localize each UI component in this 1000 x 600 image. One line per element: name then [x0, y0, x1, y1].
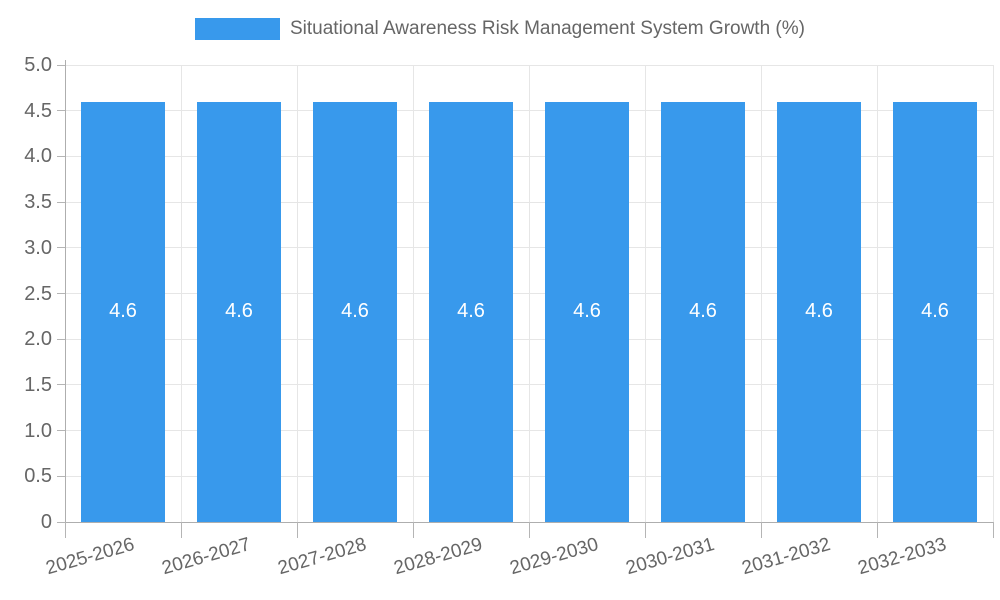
- y-axis-tick: [57, 521, 65, 523]
- x-axis-tick: [64, 522, 66, 538]
- x-gridline: [760, 65, 762, 522]
- bar-value-label: 4.6: [109, 300, 137, 323]
- bar[interactable]: 4.6: [545, 101, 629, 522]
- y-axis-tick: [57, 201, 65, 203]
- bar-value-label: 4.6: [457, 300, 485, 323]
- bar[interactable]: 4.6: [197, 101, 281, 522]
- y-axis-tick: [57, 247, 65, 249]
- y-axis-tick-label: 3.0: [24, 236, 52, 259]
- x-axis-tick: [992, 522, 994, 538]
- legend-label[interactable]: Situational Awareness Risk Management Sy…: [290, 18, 805, 39]
- y-axis-tick: [57, 293, 65, 294]
- x-axis-tick: [296, 522, 298, 538]
- bar[interactable]: 4.6: [893, 101, 977, 522]
- y-axis-tick-label: 4.0: [24, 145, 52, 168]
- bar[interactable]: 4.6: [429, 101, 513, 522]
- bar[interactable]: 4.6: [777, 101, 861, 522]
- x-axis-tick: [412, 522, 414, 538]
- y-axis-tick: [57, 384, 65, 386]
- y-axis-tick: [57, 155, 65, 157]
- bar[interactable]: 4.6: [661, 101, 745, 522]
- y-axis-tick-label: 2.0: [24, 328, 52, 351]
- bar-value-label: 4.6: [921, 300, 949, 323]
- y-axis-tick-label: 1.0: [24, 419, 52, 442]
- bar-value-label: 4.6: [573, 300, 601, 323]
- x-gridline: [180, 65, 182, 522]
- y-axis-tick-label: 1.5: [24, 373, 52, 396]
- y-axis-tick-label: 2.5: [24, 282, 52, 305]
- y-axis-tick-label: 5.0: [24, 54, 52, 76]
- y-axis-tick: [57, 338, 65, 340]
- chart-legend: Situational Awareness Risk Management Sy…: [0, 18, 1000, 40]
- x-axis-tick: [528, 522, 530, 538]
- y-axis-tick-label: 4.5: [24, 99, 52, 122]
- y-axis-tick: [57, 110, 65, 112]
- bar-value-label: 4.6: [225, 300, 253, 323]
- y-axis-tick: [57, 64, 65, 66]
- x-axis-tick: [760, 522, 762, 538]
- x-gridline: [296, 65, 298, 522]
- bar[interactable]: 4.6: [313, 101, 397, 522]
- bar-value-label: 4.6: [805, 300, 833, 323]
- bar[interactable]: 4.6: [81, 101, 165, 522]
- x-gridline: [64, 60, 66, 522]
- legend-swatch[interactable]: [195, 18, 280, 40]
- x-gridline: [412, 65, 414, 522]
- y-axis-tick-label: 3.5: [24, 191, 52, 214]
- y-axis-tick: [57, 475, 65, 477]
- bar-value-label: 4.6: [341, 300, 369, 323]
- x-axis-tick: [644, 522, 646, 538]
- bar-value-label: 4.6: [689, 300, 717, 323]
- x-gridline: [528, 65, 530, 522]
- y-axis-tick-label: 0.5: [24, 465, 52, 488]
- x-axis-tick: [180, 522, 182, 538]
- y-gridline: [57, 521, 993, 523]
- y-axis-tick-label: 0: [40, 511, 52, 533]
- x-gridline: [876, 65, 878, 522]
- x-gridline: [992, 65, 994, 522]
- y-axis-tick: [57, 430, 65, 432]
- x-gridline: [644, 65, 646, 522]
- x-axis-tick: [876, 522, 878, 538]
